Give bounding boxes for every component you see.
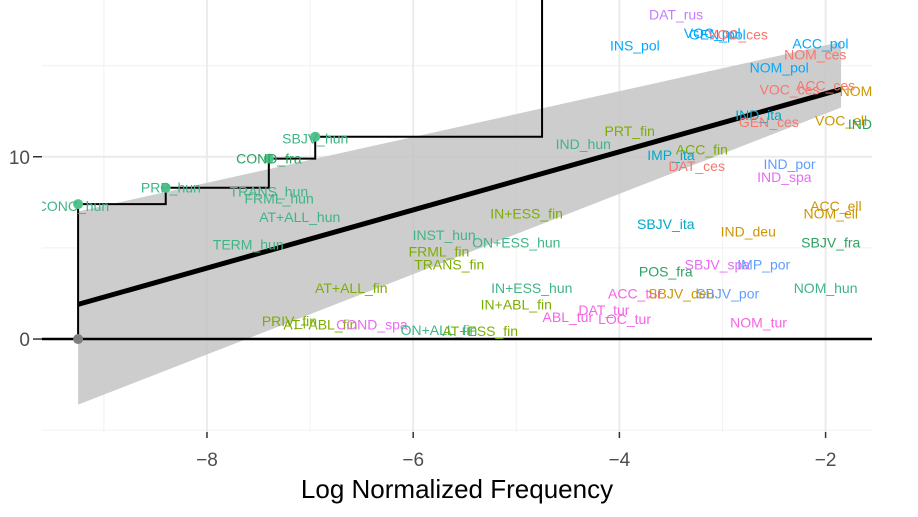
point-label: COND_spa	[336, 316, 408, 332]
point-label: FRML_hun	[245, 191, 314, 207]
point-label: VOC_ces	[708, 27, 768, 43]
point-label: VOC_ell	[815, 112, 867, 128]
point-label: IND_deu	[721, 223, 776, 239]
y-tick-label: 10	[9, 148, 30, 169]
point-label: IMP_por	[737, 256, 790, 272]
point-label: NOM_hun	[794, 280, 858, 296]
point-label: SBJV_ita	[637, 216, 695, 232]
point-label: IMP_ita	[647, 147, 695, 163]
point-label: ACC_fin	[676, 141, 728, 157]
point-label: ABL_tur	[543, 309, 594, 325]
point-label: SBJV_por	[696, 285, 759, 301]
data-point	[73, 334, 84, 345]
point-label: INS_pol	[610, 38, 660, 54]
data-point	[263, 153, 274, 164]
point-label: PRT_fin	[605, 123, 655, 139]
step-path-line	[77, 0, 544, 340]
point-label: AT+ABL_fin	[283, 316, 357, 332]
point-label: DAT_tur	[578, 302, 629, 318]
point-label: LOC_tur	[598, 311, 651, 327]
point-label: VOC_pol	[684, 25, 741, 41]
point-label: TERM_hun	[213, 236, 284, 252]
data-point	[310, 131, 321, 142]
point-label: IND_fra	[848, 116, 896, 132]
point-label: COND_fra	[236, 151, 302, 167]
point-label: TRANS_fin	[414, 256, 484, 272]
x-tick-label: −4	[609, 450, 631, 471]
point-label: VOC_ces	[760, 81, 820, 97]
point-label: NOM_pol	[750, 59, 809, 75]
point-label: PRIV_fin	[262, 313, 317, 329]
point-label: FRML_fin	[409, 244, 470, 260]
point-label: POS_fra	[639, 264, 693, 280]
data-point	[73, 199, 84, 210]
x-axis-ticks: −8 −6 −4 −2	[196, 432, 836, 471]
point-label: ACC_pol	[792, 36, 848, 52]
point-label: IND_spa	[757, 169, 812, 185]
point-labels: CONC_hun PRP_hun COND_fra SBJV_hun TRANS_hun…	[37, 7, 896, 339]
point-label: SBJV_fra	[801, 234, 860, 250]
point-label: SBJV_deu	[648, 285, 714, 301]
plot-panel: CONC_hun PRP_hun COND_fra SBJV_hun TRANS_hun…	[37, 0, 896, 405]
x-tick-label: −2	[815, 450, 837, 471]
point-label: SBJV_hun	[282, 131, 348, 147]
point-label: NOM_ell	[804, 205, 858, 221]
data-points	[73, 131, 321, 345]
point-label: AT+ALL_fin	[315, 280, 388, 296]
point-label: ACC_ell	[810, 198, 861, 214]
point-label: ACC_ces	[796, 78, 855, 94]
point-label: GEN_ces	[739, 114, 799, 130]
point-label: NOM_ces	[784, 47, 846, 63]
point-label: DAT_rus	[649, 7, 703, 23]
regression-line	[77, 86, 842, 307]
point-label: IND_hun	[556, 136, 611, 152]
x-axis-title: Log Normalized Frequency	[301, 474, 613, 504]
point-label: TRANS_hun	[230, 183, 309, 199]
point-label: IN+ABL_fin	[481, 296, 552, 312]
point-label: SBJV_spa	[685, 256, 751, 272]
point-label: AT+ESS_fin	[442, 323, 518, 339]
point-label: IND_por	[763, 156, 815, 172]
x-tick-label: −8	[196, 450, 218, 471]
point-label: ON+ESS_hun	[472, 234, 560, 250]
point-label: ON+ALL_fin	[401, 322, 478, 338]
point-label: IN+ESS_hun	[491, 280, 572, 296]
x-tick-label: −6	[402, 450, 424, 471]
point-label: GEN_pol	[689, 27, 746, 43]
y-axis-ticks: 0 10	[9, 148, 42, 351]
point-label: INST_hun	[413, 227, 476, 243]
point-label: IN+ESS_fin	[490, 205, 563, 221]
y-tick-label: 0	[19, 330, 30, 351]
data-point	[160, 182, 171, 193]
point-label: CONC_hun	[37, 198, 109, 214]
point-label: PRP_hun	[141, 180, 201, 196]
point-label: NOM_tur	[730, 315, 787, 331]
point-label: IND_ita	[735, 107, 782, 123]
point-label: NOM_ell	[840, 83, 894, 99]
point-label: DAT_ces	[668, 158, 725, 174]
point-label: ACC_tur	[608, 285, 662, 301]
point-label: AT+ALL_hun	[259, 209, 340, 225]
confidence-band	[78, 41, 842, 405]
